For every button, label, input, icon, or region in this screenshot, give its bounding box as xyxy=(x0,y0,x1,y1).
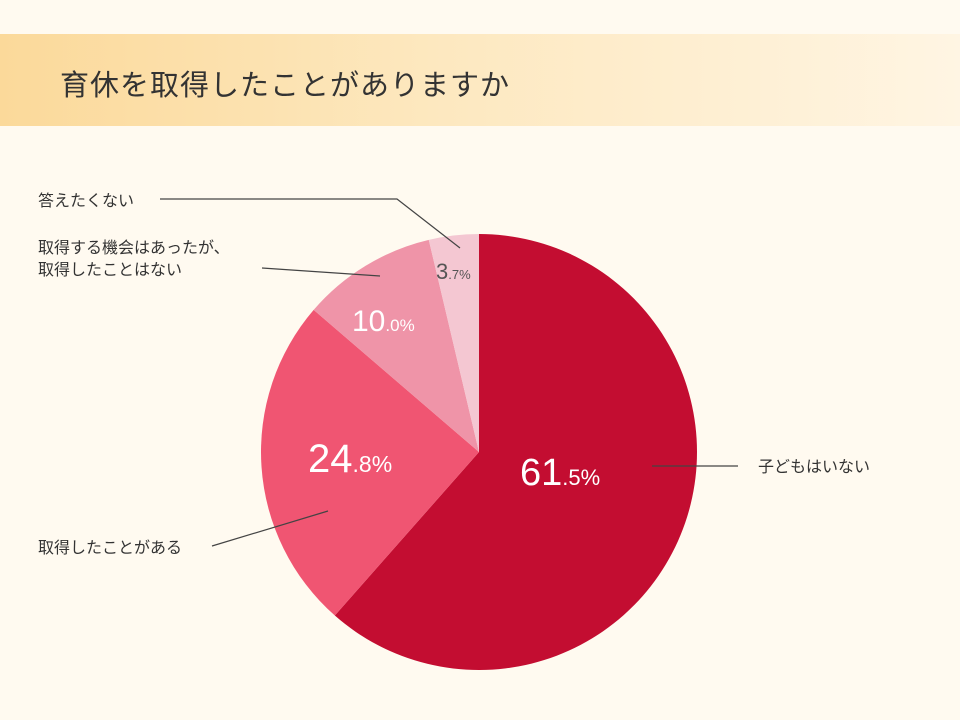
category-label-line: 答えたくない xyxy=(38,191,134,210)
percent-label: 3.7% xyxy=(436,259,471,284)
leader-line xyxy=(211,510,329,547)
percent-int: 10 xyxy=(352,305,385,338)
percent-int: 61 xyxy=(520,452,562,494)
category-label-line: 取得する機会はあったが、 xyxy=(38,238,230,257)
category-label: 取得したことがある xyxy=(38,538,182,557)
page-title: 育休を取得したことがありますか xyxy=(60,68,511,102)
title-band xyxy=(0,34,960,126)
pie-slice xyxy=(334,234,697,670)
category-label: 子どもはいない xyxy=(758,457,870,476)
percent-labels: 61.5%24.8%10.0%3.7% xyxy=(308,259,600,494)
percent-dec: .8 xyxy=(353,451,372,477)
pie-slice xyxy=(260,309,479,616)
category-label-line: 取得したことがある xyxy=(38,538,182,557)
percent-label: 24.8% xyxy=(308,437,392,481)
percent-dec: .7 xyxy=(448,267,459,282)
pie-slice xyxy=(313,239,479,452)
percent-label: 10.0% xyxy=(352,305,415,338)
category-label: 答えたくない xyxy=(38,191,134,210)
percent-int: 3 xyxy=(436,259,448,284)
category-label-line: 取得したことはない xyxy=(38,260,182,279)
percent-dec: .5 xyxy=(562,465,580,490)
percent-unit: % xyxy=(372,451,392,477)
percent-unit: % xyxy=(581,465,601,490)
percent-int: 24 xyxy=(308,437,353,481)
pie-slices xyxy=(260,234,697,670)
leader-line xyxy=(261,267,381,277)
leader-line xyxy=(160,198,461,249)
category-label: 取得する機会はあったが、取得したことはない xyxy=(38,238,230,279)
category-labels: 子どもはいない取得したことがある取得する機会はあったが、取得したことはない答えた… xyxy=(38,191,870,557)
leader-lines xyxy=(160,198,738,547)
percent-label: 61.5% xyxy=(520,452,600,494)
category-label-line: 子どもはいない xyxy=(758,457,870,476)
percent-unit: % xyxy=(459,267,471,282)
pie-slice xyxy=(428,234,479,452)
percent-dec: .0 xyxy=(385,316,399,335)
percent-unit: % xyxy=(400,316,415,335)
